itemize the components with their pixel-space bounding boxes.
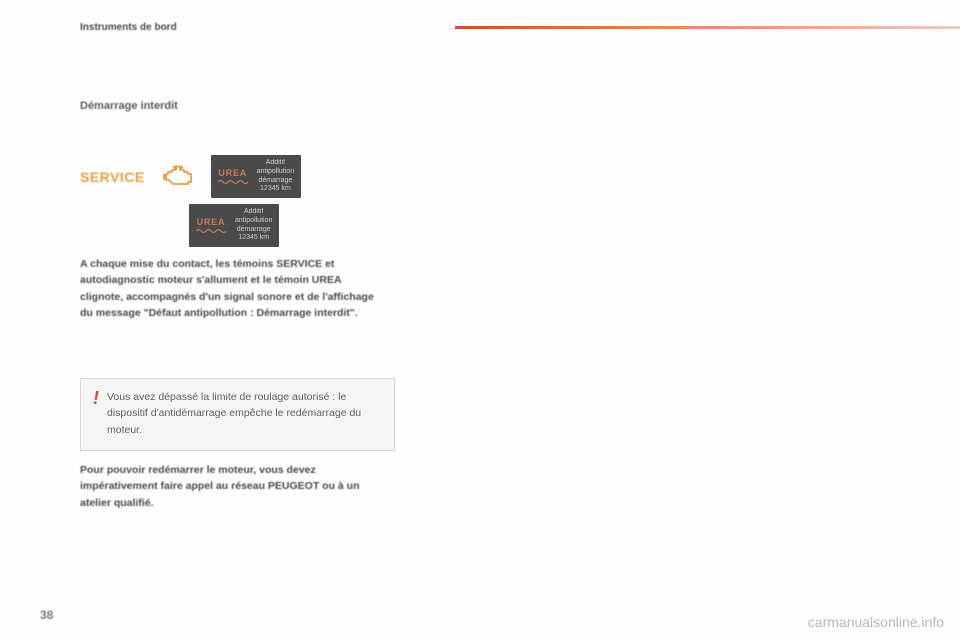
urea-info-line: antipollution bbox=[235, 217, 272, 226]
urea-info-line: antipollution bbox=[257, 168, 294, 177]
page-number: 38 bbox=[40, 608, 53, 622]
urea-info-line: 12345 km bbox=[257, 185, 294, 194]
body-paragraph: A chaque mise du contact, les témoins SE… bbox=[80, 256, 380, 321]
indicator-row-1: SERVICE UREA Additif antipollution démar… bbox=[80, 155, 301, 198]
service-label: SERVICE bbox=[80, 169, 145, 185]
warning-exclamation-icon: ! bbox=[93, 389, 99, 438]
urea-badge-left: UREA bbox=[215, 166, 251, 187]
document-page: Instruments de bord Démarrage interdit S… bbox=[0, 0, 960, 640]
urea-info-line: démarrage bbox=[235, 226, 272, 235]
urea-badge-left: UREA bbox=[193, 215, 229, 236]
urea-info-line: 12345 km bbox=[235, 234, 272, 243]
section-header: Instruments de bord bbox=[80, 22, 177, 33]
urea-label: UREA bbox=[218, 168, 247, 178]
indicator-row-2: UREA Additif antipollution démarrage 123… bbox=[189, 204, 279, 247]
warning-callout: ! Vous avez dépassé la limite de roulage… bbox=[80, 378, 395, 451]
urea-info-text-1: Additif antipollution démarrage 12345 km bbox=[257, 159, 294, 194]
warning-text: Vous avez dépassé la limite de roulage a… bbox=[107, 389, 382, 438]
watermark-text: carmanualsonline.info bbox=[808, 614, 944, 630]
urea-wave-icon bbox=[196, 227, 226, 234]
content-subtitle: Démarrage interdit bbox=[80, 100, 178, 112]
header-accent-bar bbox=[455, 26, 960, 29]
urea-info-line: Additif bbox=[235, 208, 272, 217]
footer-paragraph: Pour pouvoir redémarrer le moteur, vous … bbox=[80, 462, 380, 511]
engine-check-icon bbox=[163, 165, 193, 189]
urea-wave-icon bbox=[218, 178, 248, 185]
urea-info-line: démarrage bbox=[257, 177, 294, 186]
urea-badge-1: UREA Additif antipollution démarrage 123… bbox=[211, 155, 301, 198]
urea-label: UREA bbox=[197, 217, 226, 227]
urea-badge-2: UREA Additif antipollution démarrage 123… bbox=[189, 204, 279, 247]
urea-info-text-2: Additif antipollution démarrage 12345 km bbox=[235, 208, 272, 243]
urea-info-line: Additif bbox=[257, 159, 294, 168]
